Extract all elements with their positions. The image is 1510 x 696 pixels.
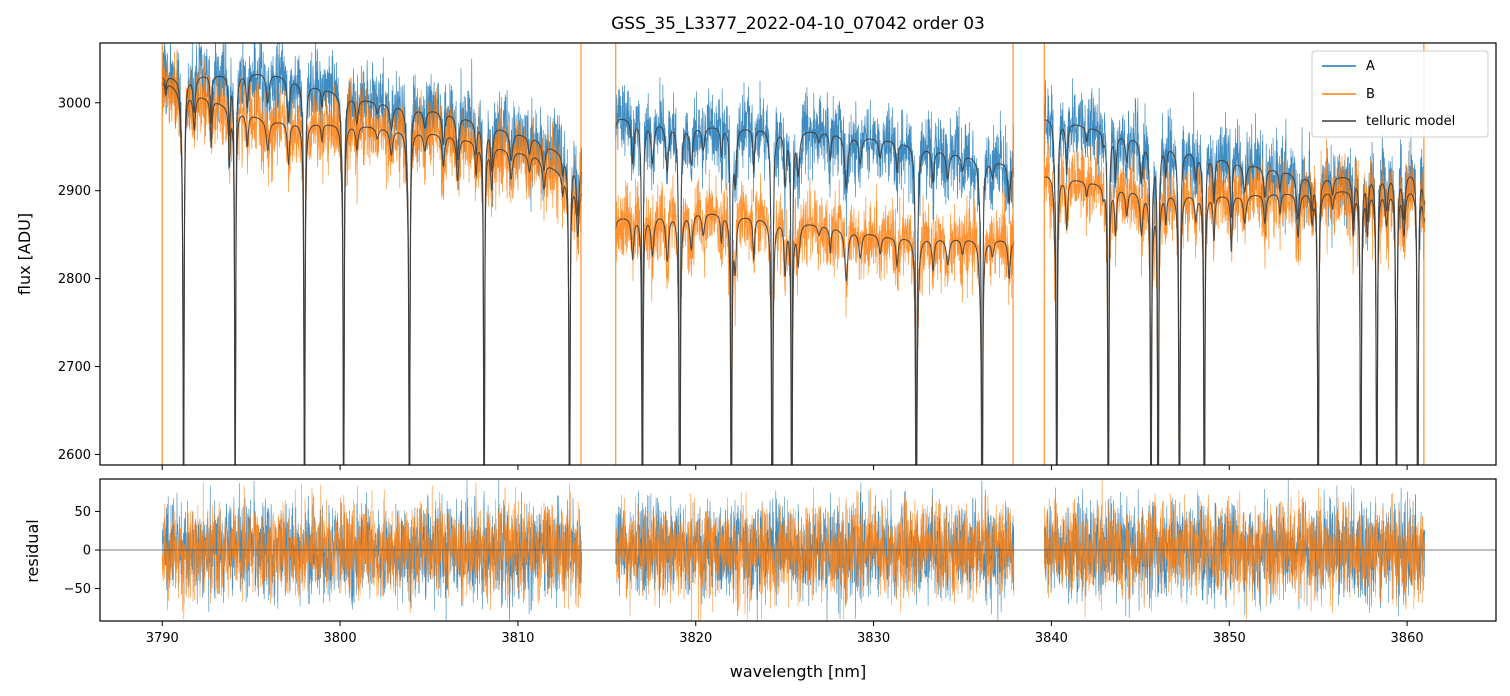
series-a-line	[615, 77, 1015, 465]
bottom-x-tick-label: 3850	[1213, 631, 1246, 646]
bottom-x-tick-label: 3840	[1035, 631, 1068, 646]
residual-b-line	[161, 482, 583, 620]
bottom-x-tick-label: 3800	[324, 631, 357, 646]
bottom-x-tick-label: 3860	[1391, 631, 1424, 646]
bottom-y-axis-label: residual	[23, 519, 42, 582]
series-b-line	[615, 169, 1015, 465]
top-y-axis: 2600 2700 2800 2900 3000	[58, 96, 100, 463]
bottom-x-tick-label: 3830	[857, 631, 890, 646]
bottom-plot-area	[100, 479, 1496, 621]
residual-b-line	[615, 487, 1015, 621]
bottom-x-tick-label: 3810	[501, 631, 534, 646]
top-y-tick-label: 2600	[58, 448, 91, 463]
legend-label-a: A	[1366, 59, 1375, 74]
legend-label-telluric: telluric model	[1366, 114, 1455, 129]
bottom-y-axis: −50 0 50	[64, 505, 100, 597]
telluric-model-a-line	[162, 73, 583, 465]
legend-box	[1311, 50, 1489, 138]
chart-title: GSS_35_L3377_2022-04-10_07042 order 03	[611, 14, 985, 34]
telluric-model-b-line	[1043, 176, 1426, 465]
telluric-model-b-line	[162, 81, 583, 465]
bottom-y-tick-label: −50	[64, 582, 91, 597]
top-panel: 2600 2700 2800 2900 3000 flux [ADU] A B tell…	[15, 42, 1497, 470]
top-y-tick-label: 2800	[58, 272, 91, 287]
top-axes-frame	[99, 42, 1497, 466]
legend-label-b: B	[1366, 87, 1375, 102]
top-y-tick-label: 2700	[58, 360, 91, 375]
bottom-y-tick-label: 50	[74, 505, 91, 520]
residual-b-line	[1044, 479, 1426, 620]
legend: A B telluric model	[1311, 50, 1489, 138]
top-y-axis-label: flux [ADU]	[15, 213, 34, 295]
x-axis-label: wavelength [nm]	[730, 662, 867, 681]
telluric-model-a-line	[615, 118, 1015, 465]
top-x-axis	[161, 465, 1408, 470]
top-plot-area	[161, 43, 1426, 465]
top-y-tick-label: 2900	[58, 184, 91, 199]
bottom-x-tick-label: 3820	[679, 631, 712, 646]
telluric-model-b-line	[615, 213, 1015, 465]
bottom-x-axis: 3790 3800 3810 3820 3830 3840 3850 3860	[146, 621, 1424, 646]
bottom-x-tick-label: 3790	[146, 631, 179, 646]
top-y-tick-label: 3000	[58, 96, 91, 111]
bottom-y-tick-label: 0	[83, 544, 91, 559]
